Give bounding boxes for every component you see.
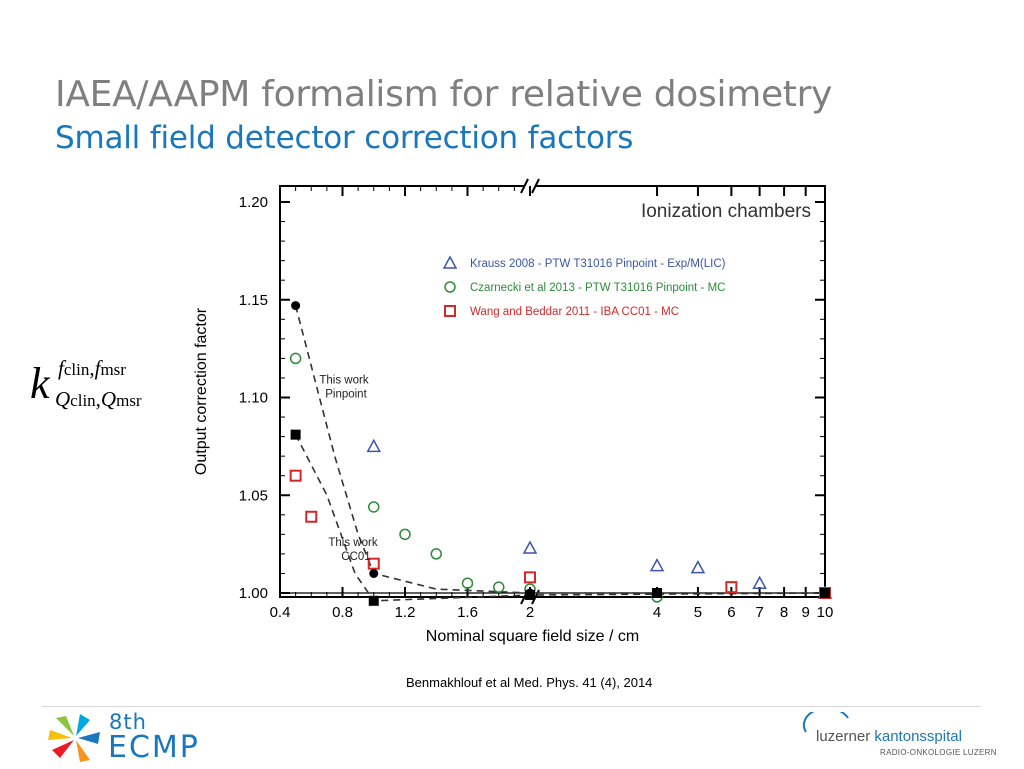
annotation-pinpoint-line1: This work: [319, 375, 368, 387]
x-tick-label: 7: [755, 604, 763, 621]
axis-break-mark: [520, 178, 529, 194]
x-tick-label: 0.8: [332, 604, 353, 621]
data-point-series-0: [690, 560, 706, 574]
data-point-series-4: [290, 429, 301, 440]
curve-this-work-cc01: [294, 434, 826, 602]
luks-tagline: RADIO-ONKOLOGIE LUZERN: [880, 748, 997, 757]
data-point-series-4: [368, 595, 379, 606]
x-tick-label: 1.6: [457, 604, 478, 621]
data-point-series-1: [399, 528, 411, 541]
formula-base: k: [30, 359, 50, 408]
ecmp-star-icon: [48, 714, 100, 762]
y-tick-label: 1.00: [239, 585, 268, 602]
data-point-series-2: [367, 557, 380, 570]
data-point-series-3: [369, 568, 379, 578]
annotation-cc01-line1: This work: [328, 537, 377, 549]
legend-label-0: Krauss 2008 - PTW T31016 Pinpoint - Exp/…: [470, 258, 726, 270]
data-point-series-0: [366, 438, 382, 453]
legend-label-2: Wang and Beddar 2011 - IBA CC01 - MC: [470, 306, 679, 318]
data-point-series-1: [493, 581, 505, 593]
curve-this-work-pinpoint: [294, 305, 825, 594]
x-tick-label: 1.2: [395, 604, 416, 621]
output-correction-factor-chart: 1.00 1.05 1.10 1.15 1.20 0.4 0.8 1.2 1.6 2 4 5 6 7 8 9 1…: [193, 178, 834, 645]
data-point-series-0: [752, 575, 767, 589]
y-tick-label: 1.20: [239, 194, 268, 211]
x-tick-label: 2: [526, 604, 534, 621]
ecmp-name: ECMP: [108, 730, 200, 765]
legend-marker-0: [442, 255, 458, 269]
formula-superscript: fclin,fmsr: [58, 356, 126, 380]
luks-name: luzerner kantonsspital: [816, 728, 962, 745]
x-tick-label: 6: [727, 604, 735, 621]
data-point-series-1: [461, 577, 474, 589]
citation: Benmakhlouf et al Med. Phys. 41 (4), 201…: [406, 675, 653, 690]
x-tick-label: 4: [653, 604, 661, 621]
annotation-cc01-line2: CC01: [341, 551, 370, 563]
panel-title: Ionization chambers: [641, 201, 811, 222]
ecmp-edition: 8th: [109, 710, 147, 734]
x-tick-label: 10: [817, 604, 834, 621]
data-point-series-0: [649, 558, 665, 572]
luks-logo: luzerner kantonsspital RADIO-ONKOLOGIE L…: [800, 712, 997, 762]
x-tick-label: 0.4: [270, 604, 291, 621]
x-tick-label: 5: [694, 604, 702, 621]
data-point-series-3: [291, 301, 301, 311]
footer-divider: [42, 706, 980, 707]
legend-label-1: Czarnecki et al 2013 - PTW T31016 Pinpoi…: [470, 282, 725, 294]
x-tick-label: 8: [780, 604, 788, 621]
x-tick-label: 9: [802, 604, 810, 621]
slide-subtitle: Small field detector correction factors: [55, 120, 634, 156]
data-point-series-2: [289, 469, 302, 482]
luks-arc-icon: [802, 712, 849, 733]
data-point-series-0: [522, 540, 538, 554]
formula-subscript: Qclin,Qmsr: [55, 387, 142, 411]
data-point-series-4: [652, 588, 663, 598]
slide-title: IAEA/AAPM formalism for relative dosimet…: [55, 74, 833, 115]
legend-marker-1: [444, 281, 456, 293]
y-tick-label: 1.10: [239, 390, 268, 407]
data-point-series-4: [820, 588, 830, 598]
data-point-series-1: [289, 352, 302, 365]
y-axis-label: Output correction factor: [193, 307, 210, 475]
ecmp-logo: 8th ECMP: [46, 710, 246, 765]
data-point-series-2: [305, 510, 318, 523]
data-point-series-2: [524, 571, 536, 584]
plot-frame: [279, 185, 826, 598]
x-axis-label: Nominal square field size / cm: [426, 628, 639, 645]
data-point-series-1: [368, 501, 380, 513]
annotation-pinpoint-line2: Pinpoint: [325, 389, 367, 401]
y-tick-label: 1.05: [239, 487, 268, 504]
legend-marker-2: [444, 305, 456, 317]
axis-break-mark: [531, 178, 540, 194]
data-point-series-2: [725, 581, 738, 594]
data-point-series-1: [430, 548, 442, 560]
y-tick-label: 1.15: [239, 292, 268, 309]
data-point-series-4: [525, 589, 535, 600]
